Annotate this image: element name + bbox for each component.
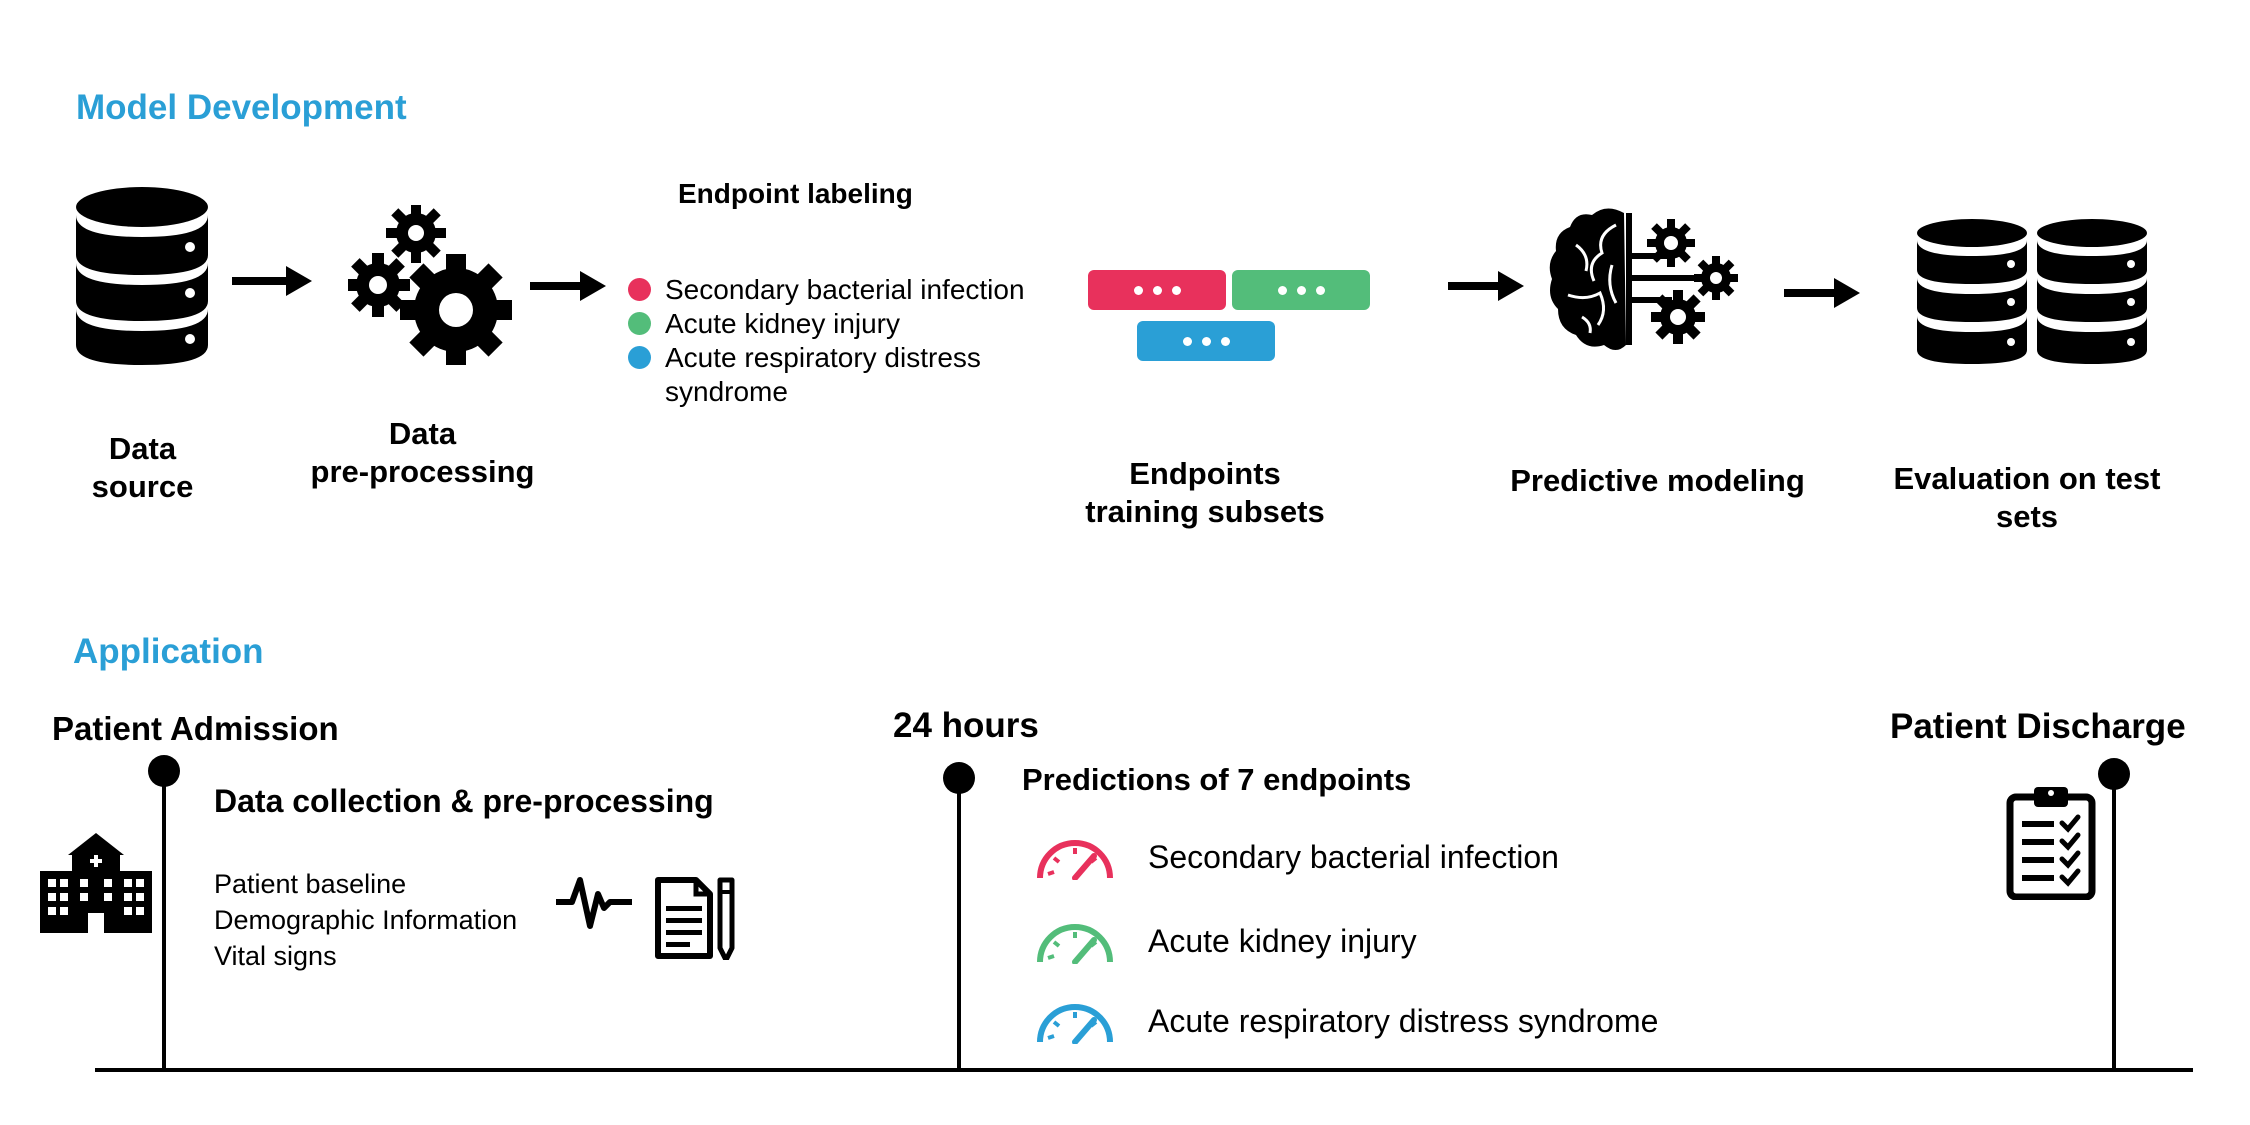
green-dot-icon <box>628 312 651 335</box>
timeline-axis <box>95 1068 2193 1072</box>
training-cards-icon <box>1088 268 1373 363</box>
prediction-label: Secondary bacterial infection <box>1148 838 1559 875</box>
predictions-list: Secondary bacterial infection Acute kidn… <box>1034 827 1658 1051</box>
blue-subset-card <box>1137 321 1275 361</box>
data-source-label: Data source <box>91 431 194 504</box>
patient-admission-label: Patient Admission <box>52 710 339 747</box>
patient-discharge-label: Patient Discharge <box>1890 707 2186 746</box>
training-subsets-label: Endpoints training subsets <box>1085 456 1325 529</box>
admission-stem <box>162 770 166 1070</box>
endpoint-item-kidney: Acute kidney injury <box>628 307 1068 341</box>
arrow-icon <box>1448 271 1524 301</box>
endpoint-labeling-title: Endpoint labeling <box>678 178 913 209</box>
gauge-icon <box>1037 1004 1113 1044</box>
blue-dot-icon <box>628 346 651 369</box>
preprocessing-label: Data pre-processing <box>310 416 535 489</box>
endpoint-label: Acute respiratory distress syndrome <box>665 342 981 407</box>
endpoint-item-infection: Secondary bacterial infection <box>628 273 1068 307</box>
gears-icon <box>348 205 518 365</box>
discharge-stem <box>2112 774 2116 1070</box>
document-pen-icon <box>654 876 736 960</box>
hospital-icon <box>38 833 154 933</box>
test-databases-icon <box>1915 218 2155 368</box>
hours-stem <box>957 778 961 1070</box>
endpoint-labeling-list: Secondary bacterial infection Acute kidn… <box>628 273 1068 409</box>
section-title-application: Application <box>73 632 264 671</box>
arrow-icon <box>530 271 606 301</box>
collection-item: Demographic Information <box>214 905 518 935</box>
prediction-label: Acute kidney injury <box>1148 922 1417 959</box>
red-dot-icon <box>628 278 651 301</box>
prediction-item-ards: Acute respiratory distress syndrome <box>1034 991 1658 1051</box>
collection-item: Patient baseline <box>214 869 407 899</box>
gauge-icon <box>1037 924 1113 964</box>
evaluation-label: Evaluation on test sets <box>1893 461 2161 534</box>
green-subset-card <box>1232 270 1370 310</box>
endpoint-label: Acute kidney injury <box>665 308 901 339</box>
clipboard-checklist-icon <box>2006 785 2096 900</box>
predictions-title: Predictions of 7 endpoints <box>1022 762 1412 797</box>
collection-items: Patient baseline Demographic Information… <box>214 866 517 974</box>
arrow-icon <box>1784 278 1860 308</box>
prediction-item-infection: Secondary bacterial infection <box>1034 827 1658 887</box>
endpoint-label: Secondary bacterial infection <box>665 274 1025 305</box>
data-collection-title: Data collection & pre-processing <box>214 783 714 819</box>
endpoint-item-ards: Acute respiratory distress syndrome <box>628 341 1068 409</box>
heartbeat-icon <box>556 872 632 932</box>
brain-gear-icon <box>1546 205 1746 355</box>
collection-item: Vital signs <box>214 941 337 971</box>
hours-label: 24 hours <box>893 706 1039 745</box>
predictive-modeling-label: Predictive modeling <box>1510 463 1805 498</box>
red-subset-card <box>1088 270 1226 310</box>
arrow-icon <box>232 266 312 296</box>
database-icon <box>72 185 212 365</box>
section-title-model-development: Model Development <box>76 88 407 127</box>
prediction-item-kidney: Acute kidney injury <box>1034 911 1658 971</box>
prediction-label: Acute respiratory distress syndrome <box>1148 1002 1659 1039</box>
gauge-icon <box>1037 840 1113 880</box>
